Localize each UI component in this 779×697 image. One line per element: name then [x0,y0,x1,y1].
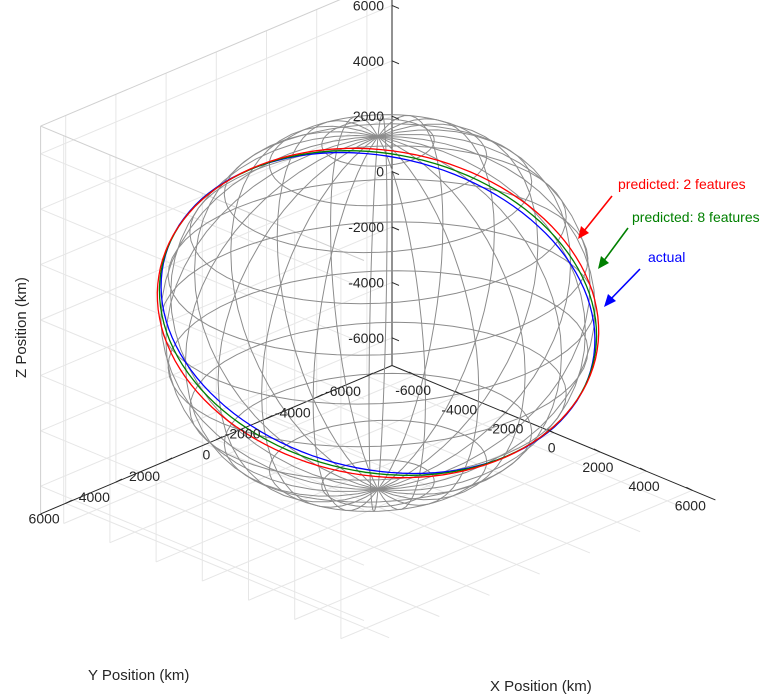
sphere-meridian-line [261,118,495,508]
grid-line [40,264,365,400]
y-tick-label: 0 [203,447,211,463]
z-tick-label: -6000 [348,330,384,346]
sphere-meridian-line [329,115,426,511]
orbit-line-2 [156,147,600,479]
y-tick-label: 2000 [129,468,160,484]
tick-labels: -6000 -6000 -6000 -4000 -4000 -4000 -2000 -2000… [29,0,707,526]
z-tick-label: 4000 [353,53,384,69]
x-tick-label: 2000 [582,459,613,475]
y-tick-mark [216,436,223,441]
x-tick-label: -4000 [441,401,477,417]
y-tick-label: 6000 [29,510,60,526]
z-tick-label: -4000 [348,274,384,290]
x-tick-label: -2000 [488,421,524,437]
arrow-predicted-2 [579,195,613,237]
sphere-meridian-line [276,120,480,506]
grid-line [40,319,365,455]
x-tick-label: 4000 [629,478,660,494]
y-tick-label: -4000 [275,404,311,420]
x-tick-label: -6000 [395,382,431,398]
x-tick-label: 6000 [675,497,706,513]
annotation-predicted-8: predicted: 8 features [632,209,760,225]
z-tick-mark [391,281,400,286]
z-axis-label: Z Position (km) [13,277,30,378]
z-tick-mark [391,4,400,9]
z-tick-mark [391,226,400,231]
arrowhead-actual [604,294,616,307]
grid-line [340,489,693,640]
z-tick-label: -2000 [348,219,384,235]
z-tick-label: 2000 [353,108,384,124]
y-tick-label: -6000 [325,383,361,399]
y-tick-mark [366,372,374,377]
y-tick-label: -2000 [225,426,261,442]
grid-line [65,502,390,639]
annotation-actual: actual [648,249,685,265]
earth-wireframe-sphere [160,114,596,512]
grid-line [115,481,440,617]
sphere-meridian-line [312,115,444,511]
sphere-latitude-line [268,114,488,207]
sphere-meridian-line [368,114,388,512]
y-tick-mark [266,415,273,419]
sphere-meridian-line [217,123,539,503]
x-tick-mark [593,448,601,453]
x-tick-mark [547,429,554,434]
z-tick-mark [391,115,400,120]
sphere-meridian-line [230,125,526,501]
grid-line [294,470,647,620]
box-edge [40,125,365,261]
z-tick-mark [391,60,400,65]
x-tick-mark [501,410,508,414]
grid-line [40,60,393,210]
z-tick-mark [391,171,400,176]
orbit-series [156,147,600,479]
x-tick-label: 0 [548,440,556,456]
sphere-latitude-line [268,419,488,512]
y-tick-mark [115,478,123,483]
y-tick-mark [316,393,323,398]
x-tick-mark [686,486,693,491]
y-tick-mark [165,457,173,462]
z-tick-mark [391,337,400,342]
box-edge [40,0,341,127]
z-tick-label: 6000 [353,0,384,13]
annotation-predicted-2: predicted: 2 features [618,176,746,192]
arrowhead-predicted-8 [598,256,609,269]
arrowhead-predicted-2 [578,226,589,239]
axis-grid [40,0,716,640]
sphere-latitude-line [189,321,567,481]
x-tick-mark [408,371,416,376]
x-axis-label: X Position (km) [490,678,592,695]
grid-line [40,171,393,321]
grid-line [40,208,365,345]
x-tick-mark [639,467,647,472]
grid-line [165,460,490,596]
z-tick-label: 0 [376,164,384,180]
sphere-meridian-line [170,134,586,492]
grid-line [40,4,393,155]
y-axis-label: Y Position (km) [88,667,189,684]
grid-line [248,451,601,601]
x-tick-mark [455,390,462,395]
y-tick-mark [65,499,72,504]
y-tick-label: 4000 [79,489,110,505]
